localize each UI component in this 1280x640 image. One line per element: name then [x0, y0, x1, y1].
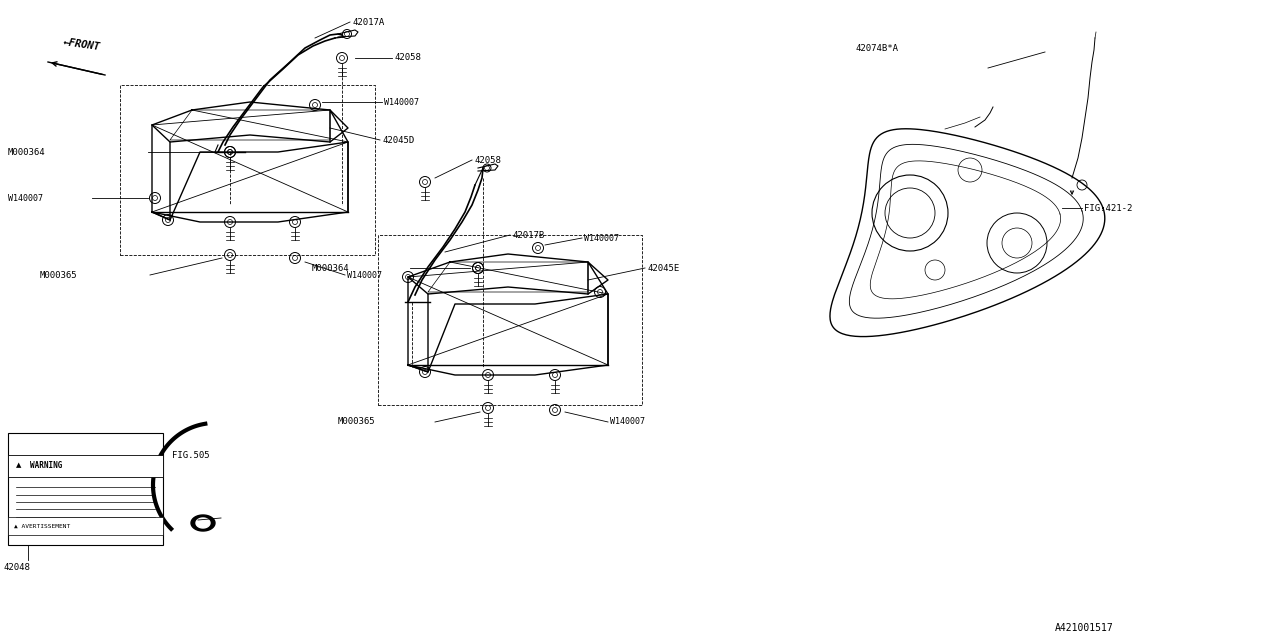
FancyBboxPatch shape: [8, 455, 163, 477]
Text: M000364: M000364: [312, 264, 349, 273]
Text: 42058: 42058: [394, 54, 421, 63]
Text: FIG.421-2: FIG.421-2: [1084, 204, 1133, 212]
Text: M000364: M000364: [8, 147, 46, 157]
Polygon shape: [196, 518, 210, 528]
Text: 42017A: 42017A: [352, 17, 384, 26]
Text: WARNING: WARNING: [29, 461, 63, 470]
Text: W140007: W140007: [8, 193, 44, 202]
Text: W140007: W140007: [347, 271, 381, 280]
Text: 42045E: 42045E: [646, 264, 680, 273]
Text: W140007: W140007: [611, 417, 645, 426]
Text: 42074B*A: 42074B*A: [855, 44, 899, 52]
FancyBboxPatch shape: [8, 517, 163, 535]
FancyBboxPatch shape: [8, 433, 163, 545]
Text: W140007: W140007: [384, 97, 419, 106]
Text: 42017B: 42017B: [512, 230, 544, 239]
Text: 42048: 42048: [3, 563, 29, 572]
Text: 42058: 42058: [474, 156, 500, 164]
Text: ←FRONT: ←FRONT: [61, 37, 101, 52]
Text: 42045D: 42045D: [381, 136, 415, 145]
Text: ▲ AVERTISSEMENT: ▲ AVERTISSEMENT: [14, 524, 70, 529]
Text: FIG.505: FIG.505: [172, 451, 210, 460]
Text: ▲: ▲: [17, 462, 22, 468]
Text: M000365: M000365: [338, 417, 375, 426]
Polygon shape: [191, 515, 215, 531]
Text: M000365: M000365: [40, 271, 78, 280]
Text: A421001517: A421001517: [1055, 623, 1114, 633]
Text: W140007: W140007: [584, 234, 620, 243]
